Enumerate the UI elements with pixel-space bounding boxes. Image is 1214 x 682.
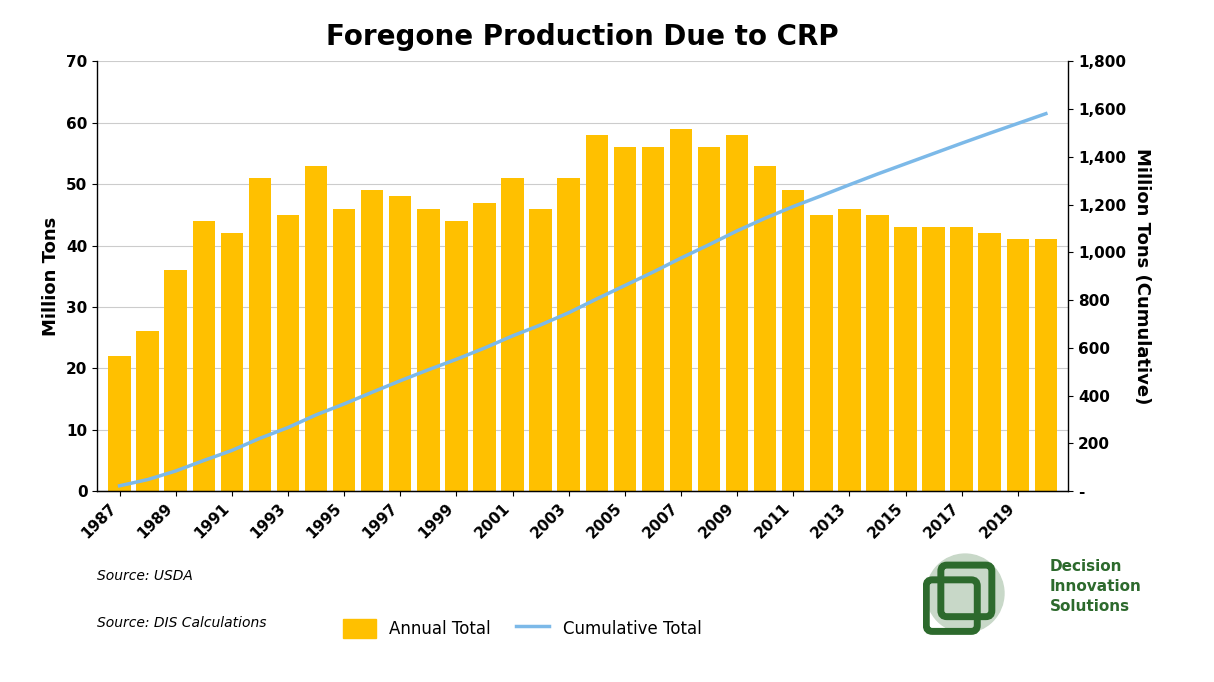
Bar xyxy=(698,147,720,491)
Bar xyxy=(867,215,889,491)
Bar xyxy=(585,135,608,491)
Text: Source: USDA: Source: USDA xyxy=(97,569,193,582)
Bar xyxy=(978,233,1002,491)
Bar xyxy=(810,215,833,491)
Bar xyxy=(782,190,805,491)
Legend: Annual Total, Cumulative Total: Annual Total, Cumulative Total xyxy=(334,610,710,647)
Bar xyxy=(529,209,552,491)
Bar xyxy=(305,166,328,491)
Bar xyxy=(108,356,131,491)
Bar xyxy=(249,178,271,491)
Bar xyxy=(838,209,861,491)
Bar xyxy=(1006,239,1029,491)
Bar xyxy=(193,221,215,491)
Bar xyxy=(221,233,243,491)
Bar xyxy=(501,178,523,491)
Y-axis label: Million Tons: Million Tons xyxy=(42,217,61,336)
Bar xyxy=(923,227,944,491)
Bar xyxy=(136,331,159,491)
Bar xyxy=(895,227,917,491)
Bar xyxy=(388,196,412,491)
Bar xyxy=(754,166,777,491)
Title: Foregone Production Due to CRP: Foregone Production Due to CRP xyxy=(327,23,839,50)
Bar xyxy=(557,178,580,491)
Bar xyxy=(418,209,439,491)
Bar xyxy=(164,270,187,491)
Bar xyxy=(361,190,384,491)
Y-axis label: Million Tons (Cumulative): Million Tons (Cumulative) xyxy=(1133,148,1151,404)
Bar xyxy=(277,215,299,491)
Text: Decision
Innovation
Solutions: Decision Innovation Solutions xyxy=(1050,559,1142,614)
Bar xyxy=(726,135,748,491)
Bar xyxy=(670,129,692,491)
Bar xyxy=(951,227,972,491)
Bar xyxy=(473,203,495,491)
Bar xyxy=(1034,239,1057,491)
Bar xyxy=(446,221,467,491)
Bar xyxy=(642,147,664,491)
Bar xyxy=(333,209,356,491)
Bar xyxy=(613,147,636,491)
Text: Source: DIS Calculations: Source: DIS Calculations xyxy=(97,617,267,630)
Circle shape xyxy=(926,554,1004,633)
